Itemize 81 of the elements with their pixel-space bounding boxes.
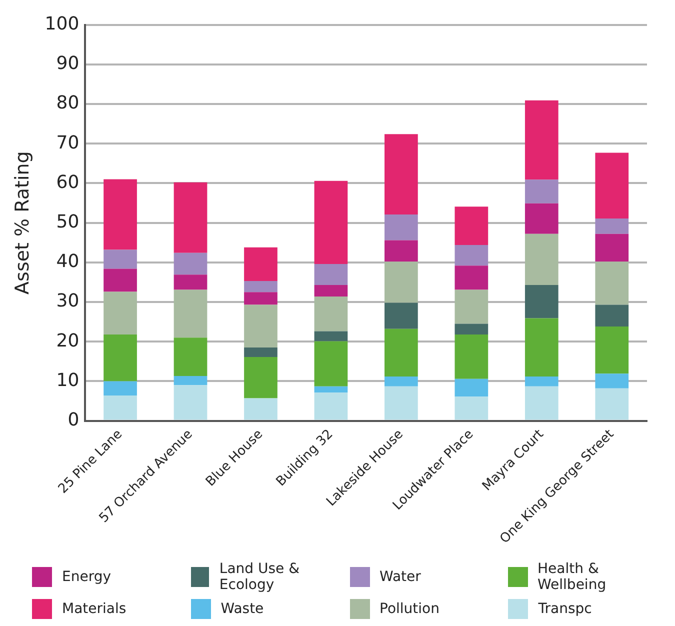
- bar: [104, 268, 137, 292]
- legend-label: Health & Wellbeing: [538, 561, 608, 593]
- legend-label: Energy: [62, 569, 112, 585]
- bar: [384, 376, 418, 386]
- legend-label: Land Use & Ecology: [219, 561, 301, 593]
- bar: [595, 262, 629, 305]
- bar: [454, 244, 488, 266]
- bar: [104, 179, 137, 250]
- y-tick-label: 70: [56, 132, 80, 154]
- y-tick-label: 100: [44, 13, 80, 34]
- y-tick-label: 40: [56, 251, 80, 272]
- bar: [595, 326, 629, 374]
- bar: [104, 381, 137, 396]
- y-axis-title: Asset % Rating: [11, 151, 34, 294]
- bar: [524, 284, 558, 318]
- bar: [244, 281, 278, 292]
- bar: [314, 331, 348, 342]
- legend-label: Pollution: [380, 601, 440, 617]
- bar: [314, 386, 348, 393]
- bar: [384, 302, 418, 329]
- bar: [384, 134, 418, 214]
- bar: [384, 328, 418, 376]
- bar: [244, 304, 278, 348]
- y-tick-label: 10: [56, 370, 80, 391]
- bar: [454, 206, 488, 245]
- bar: [595, 152, 629, 218]
- bar: [524, 386, 558, 420]
- bar: [244, 357, 278, 398]
- bar: [384, 214, 418, 240]
- bar: [524, 180, 558, 204]
- bar: [595, 304, 629, 327]
- bar: [314, 392, 348, 420]
- bar: [595, 218, 629, 234]
- y-tick-label: 20: [56, 330, 80, 352]
- bar: [174, 338, 208, 376]
- y-tick-label: 30: [56, 290, 80, 312]
- bar: [174, 385, 208, 420]
- bar: [454, 378, 488, 397]
- bar: [244, 292, 278, 305]
- bar: [174, 182, 208, 253]
- bar: [244, 348, 278, 358]
- bar: [174, 252, 208, 275]
- bar: [104, 292, 137, 334]
- bar: [314, 264, 348, 285]
- bar: [314, 180, 348, 264]
- legend-label: Waste: [220, 601, 264, 617]
- bar: [595, 388, 629, 420]
- bar: [174, 290, 208, 338]
- bar: [314, 284, 348, 296]
- y-tick-label: 60: [56, 172, 80, 193]
- bar: [595, 234, 629, 262]
- bar: [454, 396, 488, 420]
- bar: [384, 386, 418, 420]
- bar: [454, 290, 488, 324]
- bar: [454, 334, 488, 379]
- bar: [314, 341, 348, 386]
- bar: [524, 376, 558, 386]
- bar: [595, 374, 629, 388]
- bar: [174, 376, 208, 386]
- bar: [454, 266, 488, 290]
- legend-label: Materials: [62, 601, 126, 617]
- bar: [244, 247, 278, 282]
- bar: [524, 203, 558, 234]
- legend-label: Water: [380, 569, 421, 585]
- legend-label: Transpc: [538, 601, 592, 617]
- bar: [384, 240, 418, 262]
- bar: [384, 262, 418, 303]
- y-tick-label: 80: [56, 92, 80, 114]
- bar: [314, 296, 348, 332]
- bar: [174, 274, 208, 290]
- y-tick-label: 0: [68, 409, 80, 430]
- bar: [104, 395, 137, 420]
- bar: [104, 250, 137, 269]
- bar: [244, 398, 278, 420]
- bar: [454, 324, 488, 334]
- bar: [104, 334, 137, 382]
- y-tick-label: 50: [56, 211, 80, 232]
- bar: [524, 100, 558, 180]
- y-tick-label: 90: [56, 53, 80, 74]
- bar: [524, 318, 558, 376]
- bar: [524, 234, 558, 285]
